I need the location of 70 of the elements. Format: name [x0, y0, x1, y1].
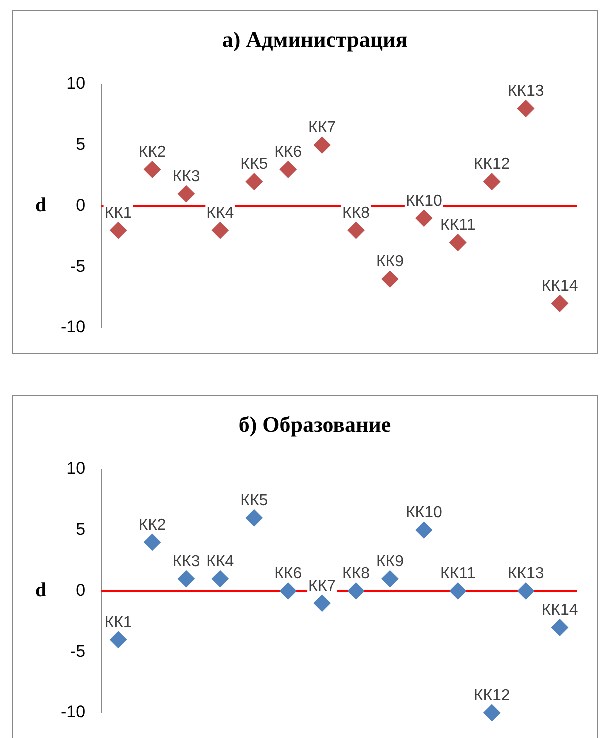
point: [110, 631, 128, 648]
point: [110, 222, 128, 240]
category-label: КК11: [440, 217, 476, 234]
category-label: КК1: [104, 614, 132, 632]
category-label: КК12: [474, 156, 510, 174]
category-label: КК9: [376, 553, 404, 570]
y-axis-title: d: [35, 579, 47, 602]
y-tick-label: -10: [60, 318, 86, 337]
point: [416, 210, 433, 227]
point: [348, 582, 365, 600]
category-label: КК5: [240, 492, 268, 510]
point: [178, 570, 195, 588]
point: [518, 100, 535, 118]
y-tick-label: -5: [70, 256, 86, 276]
point: [484, 173, 501, 190]
category-label: КК7: [308, 120, 336, 137]
category-label: КК10: [406, 504, 442, 522]
category-label: КК6: [274, 566, 302, 583]
category-label: КК14: [542, 278, 578, 296]
chart-title: б) Образование: [238, 412, 392, 437]
point: [348, 222, 365, 240]
category-label: КК10: [406, 192, 442, 210]
category-label: КК11: [440, 566, 476, 583]
y-tick-label: 10: [66, 459, 86, 478]
y-tick-label: 5: [76, 520, 86, 539]
category-label: КК8: [342, 204, 370, 222]
point: [178, 186, 195, 203]
category-label: КК3: [172, 553, 200, 570]
category-label: КК2: [138, 516, 166, 534]
point: [280, 582, 297, 600]
point: [450, 234, 467, 252]
y-tick-label: 5: [76, 134, 86, 154]
point: [416, 522, 433, 539]
category-label: КК12: [474, 687, 510, 704]
category-label: КК9: [376, 254, 404, 271]
y-tick-label: 0: [76, 196, 86, 215]
point: [382, 570, 399, 588]
point: [212, 222, 229, 240]
category-label: КК2: [138, 144, 166, 162]
category-label: КК1: [104, 204, 132, 222]
point: [484, 704, 501, 722]
point: [246, 173, 263, 190]
y-tick-label: 0: [76, 580, 86, 600]
point: [552, 619, 569, 636]
category-label: КК4: [206, 553, 234, 570]
category-label: КК8: [342, 566, 370, 583]
category-label: КК5: [240, 156, 268, 174]
point: [144, 534, 162, 551]
point: [144, 161, 162, 178]
point: [450, 582, 467, 600]
y-tick-label: -10: [60, 702, 86, 722]
point: [280, 161, 297, 178]
category-label: КК14: [542, 602, 578, 620]
category-label: КК4: [206, 204, 234, 222]
point: [314, 594, 331, 612]
point: [552, 295, 569, 312]
point: [382, 270, 399, 288]
y-tick-label: -5: [70, 642, 86, 661]
y-tick-label: 10: [66, 74, 86, 94]
point: [212, 570, 229, 588]
point: [314, 136, 331, 154]
y-axis-title: d: [35, 194, 47, 216]
category-label: КК13: [508, 566, 544, 583]
category-label: КК3: [172, 168, 200, 186]
chart-title: а) Администрация: [222, 26, 408, 52]
category-label: КК13: [508, 83, 544, 100]
category-label: КК6: [274, 144, 302, 162]
category-label: КК7: [308, 578, 336, 595]
point: [518, 582, 535, 600]
point: [246, 510, 263, 527]
